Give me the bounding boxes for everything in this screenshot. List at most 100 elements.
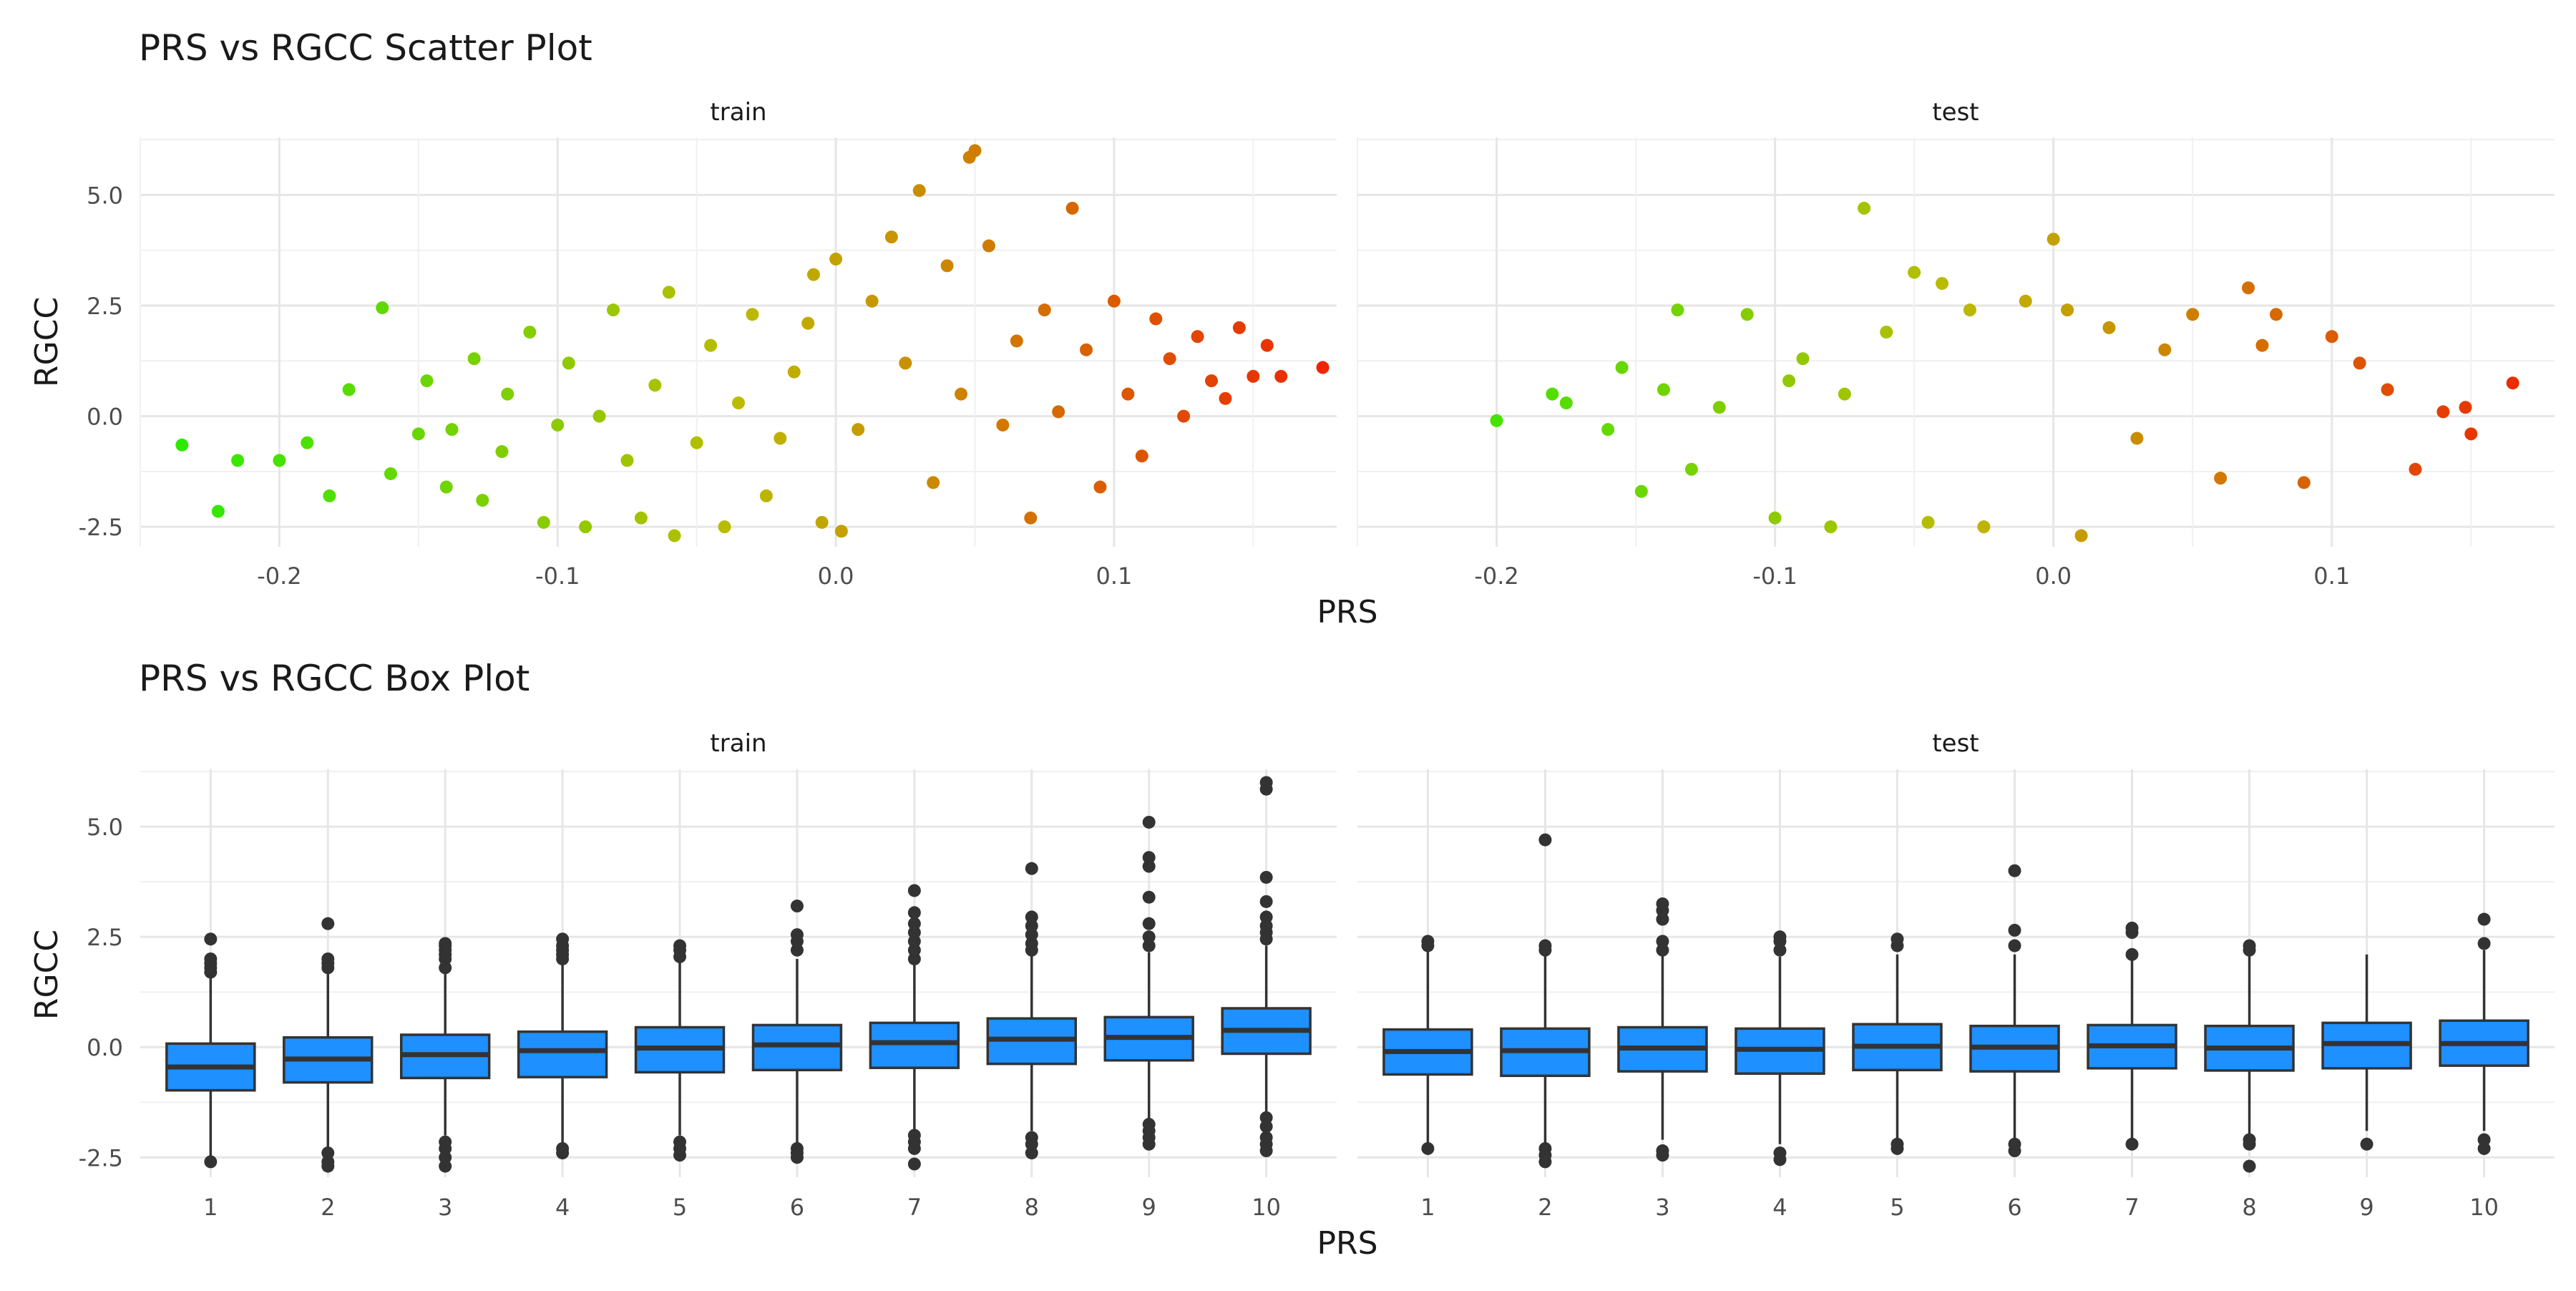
data-point [592,409,606,423]
box-x-tick-label: 1 [203,1194,218,1221]
box-x-tick-label: 7 [2124,1194,2139,1221]
outlier-point [321,1155,335,1169]
data-point [2269,308,2283,321]
box-y-axis-label: RGCC [29,930,65,1020]
outlier-point [1259,870,1273,884]
data-point [1093,480,1107,494]
scatter-y-tick-label: 2.5 [87,293,123,320]
box-x-tick-label: 4 [1772,1194,1787,1221]
data-point [1246,369,1260,383]
outlier-point [1421,935,1435,948]
data-point [1880,326,1893,339]
outlier-point [1259,776,1273,789]
outlier-point [907,926,921,939]
data-point [1205,374,1219,388]
outlier-point [2477,1141,2491,1155]
data-point [211,505,225,518]
data-point [815,515,829,529]
outlier-point [204,1155,218,1169]
data-point [1121,387,1135,401]
data-point [1615,361,1629,374]
box-panel-train: -2.5 0.0 2.5 5.0 1 2 3 4 5 6 7 8 9 10 [79,769,1337,1221]
data-point [2102,321,2116,334]
data-point [2158,343,2172,356]
data-point [912,184,926,198]
outlier-point [2125,921,2139,935]
box-x-tick-label: 5 [1890,1194,1904,1221]
data-point [273,454,286,467]
scatter-y-tick-label: 5.0 [87,182,123,209]
outlier-point [1142,890,1156,904]
outlier-point [1025,937,1038,950]
scatter-x-tick-label: 0.1 [1096,562,1132,590]
data-point [1219,391,1232,405]
box-x-tick-label: 8 [1025,1194,1039,1221]
data-point [384,467,397,480]
data-point [927,476,940,489]
outlier-point [907,1157,921,1171]
outlier-point [1656,1144,1669,1158]
data-point [2381,383,2394,396]
box-x-tick-label: 4 [555,1194,570,1221]
box-category [2439,912,2529,1155]
data-point [955,387,968,401]
outlier-point [1142,930,1156,944]
data-point [2325,330,2338,344]
data-point [495,445,509,459]
box-body [869,1021,960,1069]
data-point [1232,321,1246,334]
outlier-point [907,884,921,897]
data-point [1936,277,1949,291]
outlier-point [1890,1137,1904,1151]
data-point [2506,376,2519,390]
data-point [231,454,245,467]
data-point [411,427,425,441]
outlier-point [2477,1133,2491,1146]
data-point [551,418,565,432]
data-point [746,308,759,321]
data-point [439,480,453,494]
data-point [2297,476,2311,489]
data-point [1858,201,1871,215]
data-point [718,520,731,534]
data-point [829,253,843,266]
outlier-point [1142,851,1156,864]
box-body [751,1023,843,1072]
data-point [2061,303,2074,317]
outlier-point [1259,1131,1273,1144]
data-point [982,239,995,253]
data-point [342,383,356,396]
data-point [301,436,314,449]
box-x-tick-label: 3 [1655,1194,1669,1221]
scatter-x-tick-label: 0.0 [2035,562,2072,590]
outlier-point [439,1135,452,1149]
box-x-tick-label: 8 [2242,1194,2256,1221]
data-point [537,515,550,529]
outlier-point [556,932,570,946]
data-point [834,525,848,538]
data-point [2019,294,2032,308]
data-point [801,316,815,330]
outlier-point [1259,1111,1273,1124]
data-point [1559,396,1573,410]
outlier-point [1421,1141,1435,1155]
box-x-tick-label: 9 [1142,1194,1156,1221]
data-point [1634,484,1648,498]
outlier-point [1890,932,1904,946]
box-x-tick-label: 6 [790,1194,804,1221]
outlier-point [1538,833,1552,847]
data-point [2130,432,2144,445]
box-category [1852,932,1943,1155]
data-point [1490,414,1503,427]
outlier-point [1656,943,1669,957]
outlier-point [1773,930,1787,944]
outlier-point [1259,910,1273,924]
outlier-point [204,932,218,946]
data-point [996,418,1010,432]
data-point [1838,387,1851,401]
data-point [607,303,620,317]
box-x-axis-label: PRS [1317,1225,1377,1262]
outlier-point [790,1141,804,1155]
outlier-point [204,952,218,965]
